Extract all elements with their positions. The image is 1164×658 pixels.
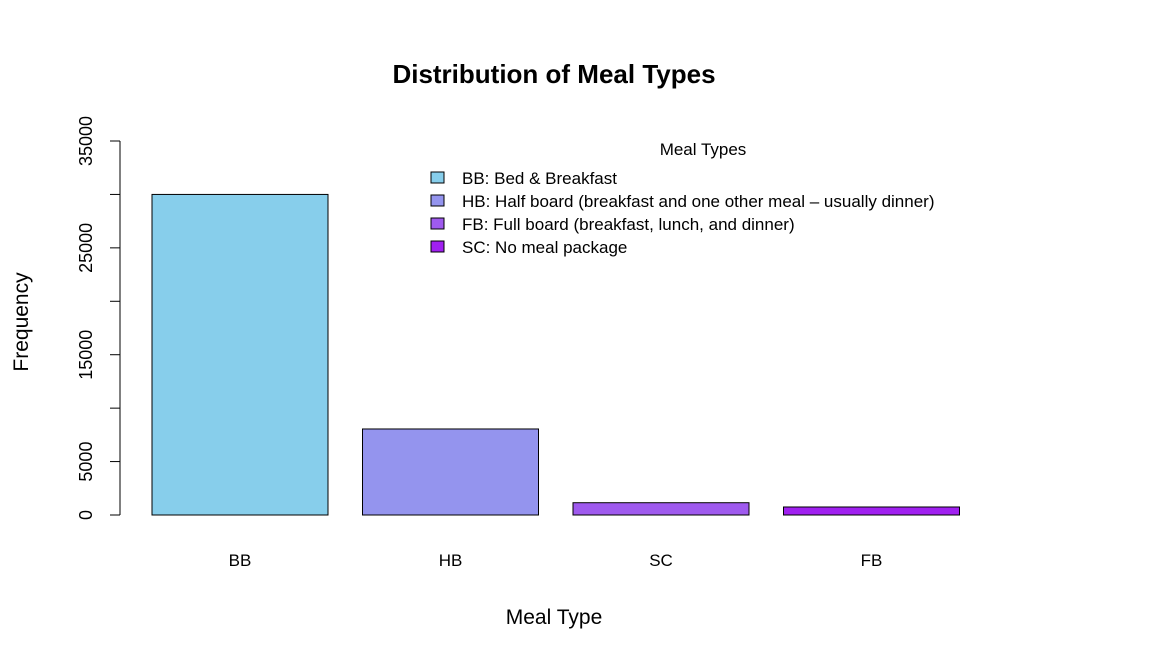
y-tick-label: 5000 [76,442,96,482]
category-label: HB [439,551,463,570]
bar-bb [151,193,329,516]
legend-swatch [430,194,445,207]
legend: Meal Types BB: Bed & Breakfast HB: Half b… [430,140,934,257]
y-axis-label: Frequency [10,272,33,372]
legend-swatch [430,240,445,253]
bar-hb [362,428,539,516]
legend-entry-label: HB: Half board (breakfast and one other … [462,192,934,211]
x-axis-label: Meal Type [506,606,603,629]
legend-title: Meal Types [660,140,747,159]
legend-swatch [430,171,445,184]
legend-swatch [430,217,445,230]
y-tick-label: 35000 [76,116,96,166]
legend-entry-label: SC: No meal package [462,238,627,257]
chart-title: Distribution of Meal Types [392,59,715,89]
bar-fb [783,506,960,516]
category-label: FB [861,551,883,570]
bar-sc [572,502,750,516]
category-label: BB [229,551,252,570]
bars-group [151,193,960,516]
category-label: SC [649,551,673,570]
y-tick-label: 25000 [76,223,96,273]
legend-entry-label: BB: Bed & Breakfast [462,169,617,188]
legend-entry-label: FB: Full board (breakfast, lunch, and di… [462,215,795,234]
category-labels: BB HB SC FB [229,551,883,570]
y-tick-label: 0 [76,510,96,520]
y-tick-label: 15000 [76,330,96,380]
y-axis: 0 5000 15000 25000 35000 [76,116,121,520]
legend-entries: BB: Bed & Breakfast HB: Half board (break… [430,169,934,257]
